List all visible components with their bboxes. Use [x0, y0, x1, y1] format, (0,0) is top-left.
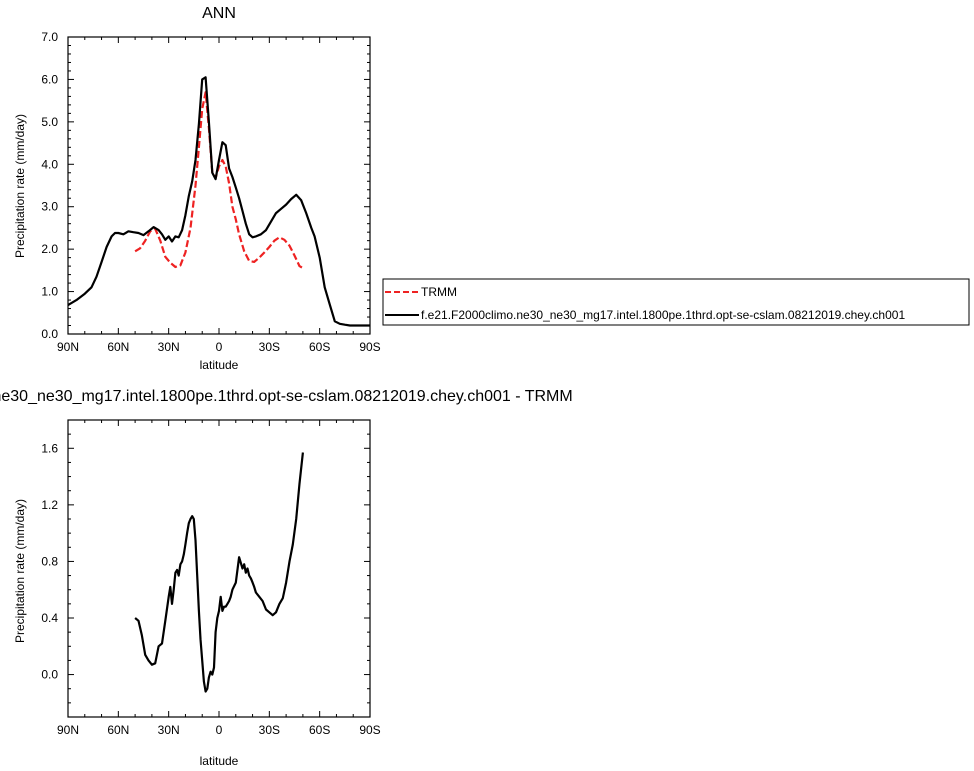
top-plot-y-axis-label: Precipitation rate (mm/day)	[13, 114, 27, 258]
bottom-plot-y-axis-label: Precipitation rate (mm/day)	[13, 499, 27, 643]
bottom-plot-frame	[67, 419, 371, 718]
bottom-plot-x-tick-label: 60S	[309, 723, 330, 737]
top-plot-title: ANN	[202, 5, 236, 22]
bottom-plot-y-tick-label: 1.2	[41, 498, 58, 512]
bottom-plot-x-tick-label: 30S	[259, 723, 280, 737]
top-plot-frame	[67, 36, 371, 335]
top-plot-y-tick-label: 0.0	[41, 327, 58, 341]
top-plot-x-tick-label: 30N	[158, 340, 180, 354]
legend: TRMM f.e21.F2000climo.ne30_ne30_mg17.int…	[382, 278, 970, 326]
bottom-plot-title: f.e21.F2000climo.ne30_ne30_mg17.intel.18…	[0, 388, 573, 405]
bottom-plot-y-tick-label: 0.0	[41, 668, 58, 682]
bottom-plot-x-tick-label: 90S	[359, 723, 380, 737]
top-plot-y-tick-label: 2.0	[41, 242, 58, 256]
top-plot-series-line-0	[134, 91, 304, 270]
top-plot-y-tick-label: 3.0	[41, 200, 58, 214]
bottom-plot: f.e21.F2000climo.ne30_ne30_mg17.intel.18…	[0, 388, 573, 768]
bottom-plot-y-tick-label: 0.4	[41, 611, 58, 625]
top-plot-y-tick-label: 7.0	[41, 30, 58, 44]
bottom-plot-x-tick-label: 60N	[107, 723, 129, 737]
bottom-plot-y-tick-label: 1.6	[41, 441, 58, 455]
top-plot: ANN Precipitation rate (mm/day) latitude…	[13, 5, 381, 372]
bottom-plot-x-tick-label: 90N	[57, 723, 79, 737]
bottom-plot-series-line-0	[134, 452, 304, 693]
top-plot-y-tick-label: 1.0	[41, 285, 58, 299]
top-plot-x-axis-label: latitude	[200, 358, 239, 372]
bottom-plot-x-axis-label: latitude	[200, 754, 239, 768]
top-plot-x-tick-label: 90N	[57, 340, 79, 354]
legend-label-trmm: TRMM	[421, 285, 457, 299]
bottom-plot-x-tick-label: 30N	[158, 723, 180, 737]
top-plot-x-tick-label: 90S	[359, 340, 380, 354]
top-plot-y-tick-label: 6.0	[41, 72, 58, 86]
legend-label-model: f.e21.F2000climo.ne30_ne30_mg17.intel.18…	[421, 308, 905, 322]
bottom-plot-x-tick-label: 0	[216, 723, 223, 737]
bottom-plot-y-tick-label: 0.8	[41, 554, 58, 568]
top-plot-x-tick-label: 30S	[259, 340, 280, 354]
top-plot-x-tick-label: 60N	[107, 340, 129, 354]
top-plot-x-tick-label: 60S	[309, 340, 330, 354]
top-plot-series-line-1	[67, 76, 370, 327]
top-plot-x-tick-label: 0	[216, 340, 223, 354]
legend-box	[382, 278, 970, 326]
top-plot-y-tick-label: 4.0	[41, 157, 58, 171]
top-plot-y-tick-label: 5.0	[41, 115, 58, 129]
